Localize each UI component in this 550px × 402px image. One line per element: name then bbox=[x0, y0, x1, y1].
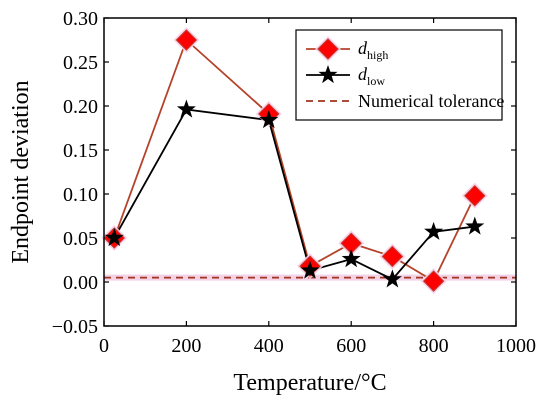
legend-label-tolerance: Numerical tolerance bbox=[358, 91, 504, 111]
star-marker bbox=[318, 65, 338, 84]
diamond-marker bbox=[381, 245, 404, 268]
diamond-marker bbox=[175, 29, 198, 51]
y-axis-label: Endpoint deviation bbox=[8, 80, 34, 263]
y-axis-ticks: −0.05 0.00 0.05 0.10 0.15 0.20 0.25 0.30 bbox=[52, 8, 516, 338]
star-marker bbox=[176, 99, 196, 118]
x-axis-ticks: 0 200 400 600 800 1000 bbox=[99, 18, 536, 357]
plot-area bbox=[101, 27, 516, 295]
x-axis-label: Temperature/°C bbox=[233, 370, 386, 396]
star-marker bbox=[104, 228, 124, 247]
star-marker bbox=[382, 269, 402, 288]
star-marker bbox=[300, 260, 320, 279]
star-marker bbox=[341, 249, 361, 268]
star-marker bbox=[259, 110, 279, 129]
y-tick-label: 0.30 bbox=[63, 8, 98, 30]
star-marker bbox=[465, 216, 485, 235]
diamond-marker bbox=[422, 270, 445, 292]
series-low bbox=[113, 108, 475, 281]
legend-label-low: dlow bbox=[358, 64, 385, 88]
y-tick-label: −0.05 bbox=[52, 316, 98, 338]
series-markers-high bbox=[101, 27, 488, 295]
series-markers-low bbox=[104, 99, 485, 288]
x-tick-label: 800 bbox=[419, 335, 449, 357]
y-tick-label: 0.15 bbox=[63, 140, 98, 162]
x-tick-label: 0 bbox=[99, 335, 109, 357]
y-tick-label: 0.00 bbox=[63, 272, 98, 294]
x-tick-label: 1000 bbox=[496, 335, 536, 357]
diamond-marker bbox=[317, 38, 339, 60]
y-tick-label: 0.05 bbox=[63, 228, 98, 250]
legend-label-high: dhigh bbox=[358, 38, 388, 62]
y-tick-label: 0.20 bbox=[63, 96, 98, 118]
x-tick-label: 400 bbox=[254, 335, 284, 357]
y-tick-label: 0.10 bbox=[63, 184, 98, 206]
plot-frame bbox=[103, 17, 517, 327]
star-marker bbox=[424, 221, 444, 240]
y-tick-label: 0.25 bbox=[63, 52, 98, 74]
x-tick-label: 600 bbox=[336, 335, 366, 357]
x-tick-label: 200 bbox=[171, 335, 201, 357]
diamond-marker bbox=[464, 185, 486, 207]
series-line-low bbox=[113, 108, 475, 281]
